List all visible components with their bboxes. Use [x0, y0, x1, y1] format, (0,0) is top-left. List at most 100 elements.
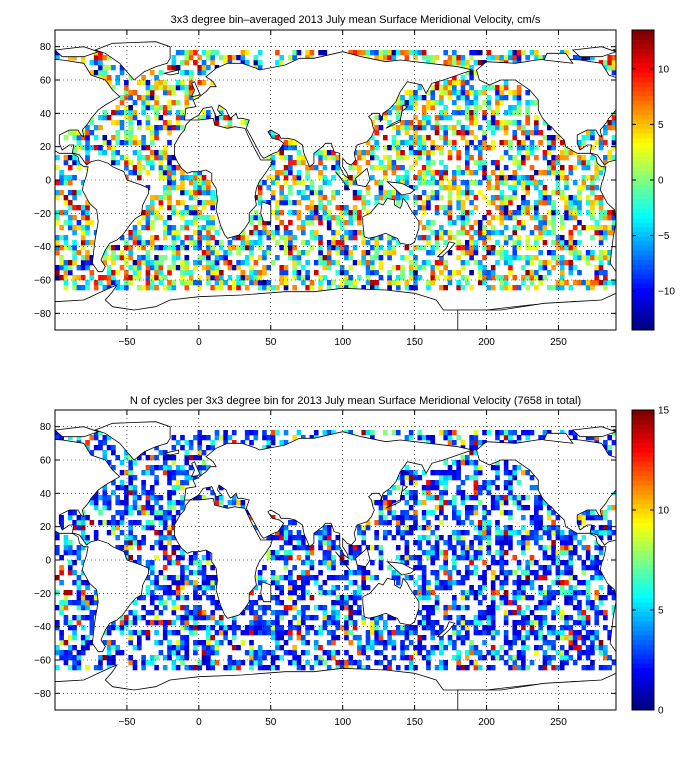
bin-cell [598, 600, 604, 606]
bin-cell [542, 120, 548, 126]
bin-cell [486, 665, 492, 671]
bin-cell [439, 125, 444, 131]
landmass [184, 51, 474, 180]
bin-cell [206, 250, 211, 256]
bin-cell [378, 255, 384, 261]
bin-cell [158, 465, 164, 471]
bin-cell [322, 660, 328, 666]
bin-cell [495, 430, 500, 436]
bin-cell [521, 545, 526, 551]
bin-cell [585, 620, 591, 626]
bin-cell [477, 610, 483, 616]
bin-cell [452, 270, 457, 276]
bin-cell [568, 200, 574, 206]
bin-cell [275, 285, 280, 291]
bin-cell [503, 255, 509, 261]
bin-cell [214, 285, 220, 291]
bin-cell [395, 265, 401, 271]
bin-cell [214, 280, 220, 286]
bin-cell [477, 145, 483, 151]
bin-cell [136, 505, 142, 511]
bin-cell [430, 245, 436, 251]
bin-cell [447, 140, 453, 146]
bin-cell [577, 205, 582, 211]
bin-cell [469, 285, 474, 291]
bin-cell [80, 625, 86, 631]
bin-cell [404, 510, 410, 516]
bin-cell [240, 610, 246, 616]
bin-cell [339, 215, 345, 221]
bin-cell [292, 210, 297, 216]
y-tick-label: −80 [34, 309, 51, 320]
bin-cell [452, 580, 457, 586]
bin-cell [141, 100, 146, 106]
bin-cell [227, 655, 233, 661]
bin-cell [516, 120, 522, 126]
bin-cell [400, 530, 405, 536]
bin-cell [559, 190, 565, 196]
landmass [162, 449, 180, 456]
bin-cell [603, 440, 608, 446]
bin-cell [417, 645, 423, 651]
bin-cell [538, 130, 543, 136]
colorbar-segment [632, 255, 654, 261]
bin-cell [482, 560, 487, 566]
bin-cell [529, 130, 535, 136]
bin-cell [559, 610, 565, 616]
bin-cell [426, 200, 431, 206]
bin-cell [555, 560, 561, 566]
bin-cell [421, 605, 427, 611]
bin-cell [313, 260, 319, 266]
bin-cell [534, 50, 539, 56]
bin-cell [67, 545, 73, 551]
bin-cell [456, 665, 461, 671]
bin-cell [417, 475, 423, 481]
bin-cell [542, 220, 548, 226]
bin-cell [193, 260, 198, 266]
bin-cell [611, 55, 616, 61]
bin-cell [80, 260, 86, 266]
bin-cell [400, 165, 405, 171]
bin-cell [106, 75, 112, 81]
bin-cell [257, 645, 263, 651]
bin-cell [512, 665, 518, 671]
bin-cell [357, 150, 362, 156]
bin-cell [546, 555, 552, 561]
bin-cell [257, 630, 263, 636]
bin-cell [452, 515, 457, 521]
bin-cell [594, 280, 600, 286]
bin-cell [335, 650, 341, 656]
bin-cell [214, 620, 220, 626]
bin-cell [132, 270, 138, 276]
bin-cell [508, 475, 513, 481]
bin-cell [253, 210, 259, 216]
bin-cell [611, 65, 616, 71]
bin-cell [67, 225, 73, 231]
bin-cell [305, 270, 310, 276]
bin-cell [171, 460, 177, 466]
bin-cell [59, 565, 64, 571]
bin-cell [93, 445, 99, 451]
bin-cell [244, 605, 250, 611]
bin-cell [460, 500, 466, 506]
bin-cell [370, 175, 375, 181]
bin-cell [525, 115, 530, 121]
bin-cell [184, 90, 190, 96]
bin-cell [184, 460, 190, 466]
bin-cell [149, 565, 155, 571]
bin-cell [106, 145, 112, 151]
bin-cell [352, 215, 358, 221]
bin-cell [111, 625, 116, 631]
bin-cell [149, 465, 155, 471]
bin-cell [395, 125, 401, 131]
bin-cell [171, 660, 177, 666]
bin-cell [218, 255, 224, 261]
landmass [55, 439, 149, 653]
bin-cell [262, 630, 267, 636]
bin-cell [516, 495, 522, 501]
bin-cell [603, 285, 608, 291]
bin-cell [158, 640, 164, 646]
bin-cell [257, 190, 263, 196]
bin-cell [119, 515, 125, 521]
bin-cell [249, 600, 254, 606]
